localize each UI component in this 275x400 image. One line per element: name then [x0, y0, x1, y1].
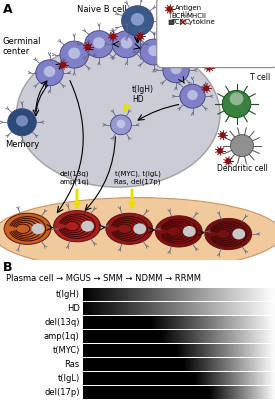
FancyBboxPatch shape — [157, 0, 275, 68]
Ellipse shape — [205, 218, 252, 250]
Circle shape — [176, 8, 182, 13]
Circle shape — [131, 13, 144, 26]
Text: Cytokine: Cytokine — [185, 19, 216, 25]
Text: A: A — [3, 3, 12, 16]
Circle shape — [180, 84, 205, 108]
Circle shape — [167, 26, 174, 32]
Circle shape — [138, 34, 143, 39]
Circle shape — [85, 44, 91, 49]
Circle shape — [8, 109, 36, 136]
Ellipse shape — [133, 223, 146, 234]
Ellipse shape — [16, 42, 220, 187]
Text: ■: ■ — [168, 19, 174, 25]
Circle shape — [117, 120, 125, 128]
Text: Antigen: Antigen — [175, 5, 202, 11]
Circle shape — [60, 41, 89, 68]
Text: t(MYC), t(IgL)
Ras, del(17p): t(MYC), t(IgL) Ras, del(17p) — [114, 170, 161, 185]
Circle shape — [93, 37, 105, 48]
Circle shape — [60, 62, 66, 68]
Circle shape — [187, 60, 192, 65]
Circle shape — [195, 49, 201, 55]
Text: del(17p): del(17p) — [44, 388, 80, 397]
Text: Plasma cell → MGUS → SMM → NDMM → RRMM: Plasma cell → MGUS → SMM → NDMM → RRMM — [6, 274, 200, 283]
Circle shape — [204, 86, 209, 91]
Ellipse shape — [232, 228, 245, 240]
Ellipse shape — [54, 210, 100, 242]
Circle shape — [16, 115, 28, 126]
Circle shape — [170, 64, 182, 74]
Circle shape — [201, 36, 206, 42]
Text: B: B — [3, 262, 12, 274]
Text: T cell: T cell — [250, 74, 271, 82]
Circle shape — [68, 48, 80, 59]
Text: Ras: Ras — [65, 360, 80, 369]
Text: Ψ: Ψ — [183, 11, 189, 20]
Text: Memory: Memory — [6, 140, 40, 149]
Circle shape — [226, 158, 231, 164]
Circle shape — [217, 148, 223, 153]
Ellipse shape — [81, 221, 94, 232]
Text: t(IgH)
HD: t(IgH) HD — [132, 85, 154, 104]
Circle shape — [187, 90, 198, 100]
Text: Dendritic cell: Dendritic cell — [217, 164, 267, 173]
Circle shape — [36, 60, 63, 86]
Circle shape — [148, 45, 160, 56]
Text: TCR: TCR — [171, 19, 185, 25]
Circle shape — [162, 10, 168, 16]
Text: BCR: BCR — [171, 13, 185, 18]
Ellipse shape — [0, 198, 275, 270]
Ellipse shape — [106, 213, 153, 244]
Text: t(MYC): t(MYC) — [52, 346, 80, 355]
Text: HD: HD — [67, 304, 80, 313]
Circle shape — [163, 58, 189, 83]
Circle shape — [220, 132, 225, 138]
Text: amp(1q): amp(1q) — [44, 332, 80, 341]
Circle shape — [222, 90, 251, 118]
Text: t(IgL): t(IgL) — [57, 374, 80, 383]
Circle shape — [206, 65, 212, 70]
Circle shape — [167, 6, 172, 12]
Circle shape — [140, 39, 168, 65]
Ellipse shape — [4, 213, 51, 244]
Circle shape — [230, 92, 243, 105]
Circle shape — [122, 6, 153, 36]
Text: MHCII: MHCII — [186, 13, 207, 18]
Text: del(13q)
amp(1q): del(13q) amp(1q) — [59, 170, 89, 185]
Circle shape — [230, 135, 254, 156]
Circle shape — [85, 31, 113, 58]
Text: t(IgH): t(IgH) — [56, 290, 80, 299]
Ellipse shape — [32, 223, 45, 234]
Text: Germinal
center: Germinal center — [3, 37, 41, 56]
Circle shape — [112, 31, 141, 58]
Circle shape — [165, 42, 170, 47]
Circle shape — [111, 115, 131, 135]
Text: del(13q): del(13q) — [44, 318, 80, 327]
Text: Naive B cell: Naive B cell — [77, 5, 127, 14]
Text: Y: Y — [168, 11, 172, 20]
Circle shape — [110, 34, 115, 39]
Circle shape — [181, 23, 187, 29]
Circle shape — [44, 66, 55, 77]
Circle shape — [120, 37, 133, 48]
Ellipse shape — [155, 216, 202, 247]
Ellipse shape — [183, 226, 196, 237]
